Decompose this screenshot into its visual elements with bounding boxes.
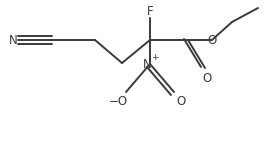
Text: O: O <box>207 34 217 47</box>
Text: N: N <box>9 34 18 47</box>
Text: O: O <box>202 72 212 85</box>
Text: +: + <box>151 53 159 62</box>
Text: N: N <box>143 58 151 70</box>
Text: −O: −O <box>109 95 128 108</box>
Text: O: O <box>176 95 185 108</box>
Text: F: F <box>147 5 153 18</box>
